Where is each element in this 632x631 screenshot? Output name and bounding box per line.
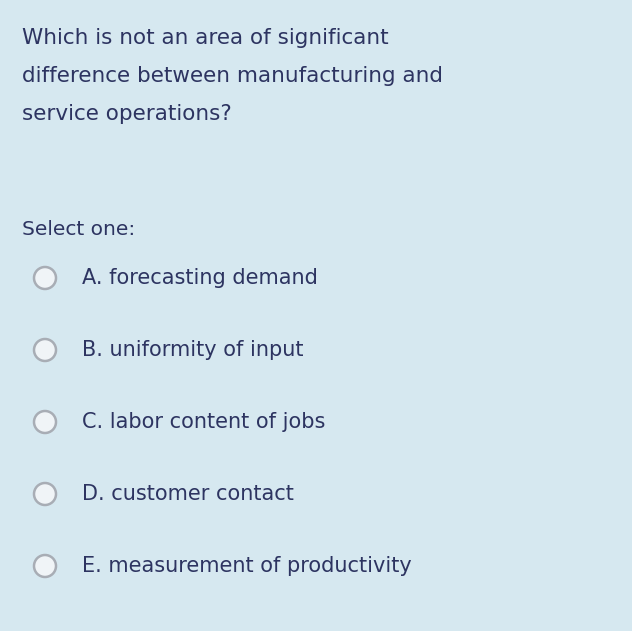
Text: Which is not an area of significant: Which is not an area of significant <box>22 28 389 48</box>
Text: Select one:: Select one: <box>22 220 135 239</box>
Circle shape <box>34 483 56 505</box>
Circle shape <box>34 339 56 361</box>
Text: E. measurement of productivity: E. measurement of productivity <box>82 556 412 576</box>
Circle shape <box>34 411 56 433</box>
Text: D. customer contact: D. customer contact <box>82 484 294 504</box>
Text: C. labor content of jobs: C. labor content of jobs <box>82 412 325 432</box>
Circle shape <box>34 267 56 289</box>
Circle shape <box>34 555 56 577</box>
Text: A. forecasting demand: A. forecasting demand <box>82 268 318 288</box>
Text: B. uniformity of input: B. uniformity of input <box>82 340 303 360</box>
Text: service operations?: service operations? <box>22 104 232 124</box>
Text: difference between manufacturing and: difference between manufacturing and <box>22 66 443 86</box>
